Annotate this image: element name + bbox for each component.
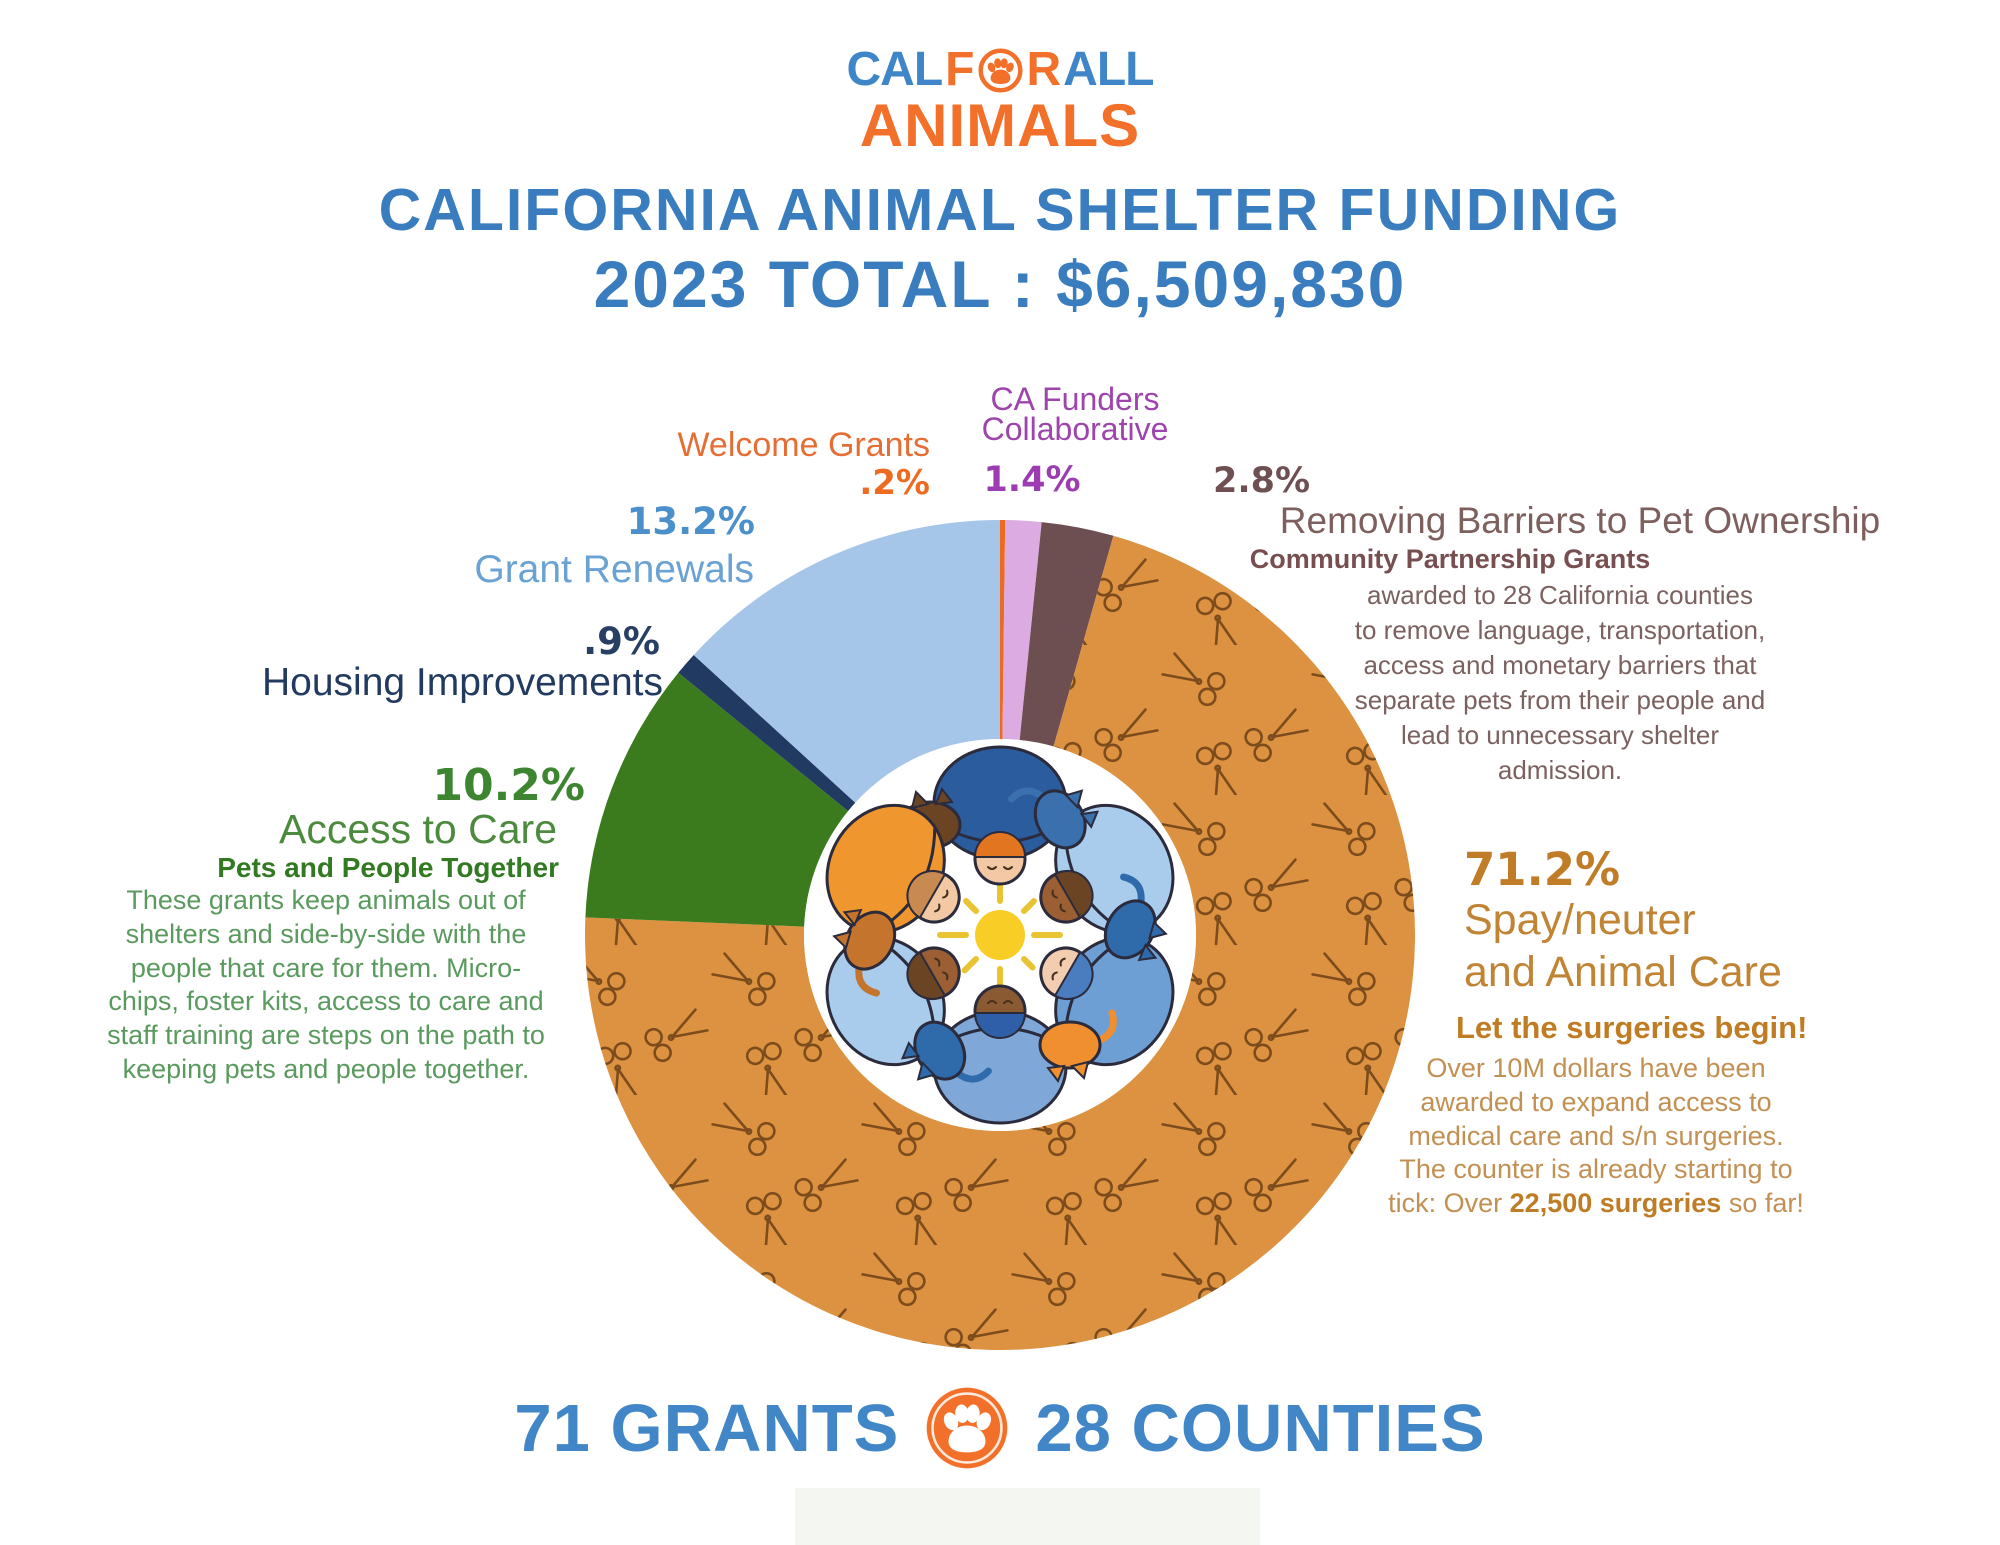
scissors-pattern-overlay	[585, 535, 1415, 1350]
access-label: Access to Care	[279, 806, 557, 852]
person-face	[1051, 957, 1066, 981]
pet-tail	[1094, 1009, 1117, 1045]
pet-ears	[1137, 920, 1168, 962]
person-face	[1051, 889, 1066, 913]
welcome-grants-label: Welcome Grants	[677, 426, 930, 464]
spay-subtitle: Let the surgeries begin!	[1456, 1010, 1808, 1045]
donut-chart	[585, 520, 1415, 1350]
logo-all: ALL	[1063, 43, 1154, 96]
person-face	[934, 957, 949, 981]
sun-icon	[975, 910, 1025, 960]
pet-body	[1033, 789, 1087, 850]
pet-body	[843, 910, 897, 971]
person-hair	[1053, 950, 1094, 1000]
ca-funders-pct: 1.4%	[983, 460, 1081, 500]
paw-in-circle-icon	[977, 47, 1023, 93]
access-body: These grants keep animals out of shelter…	[107, 885, 545, 1084]
pet-ears	[910, 786, 954, 810]
removing-body: awarded to 28 California counties to rem…	[1354, 580, 1766, 786]
person-face	[987, 866, 1013, 870]
person-hair	[906, 950, 947, 1000]
spay-body-post: so far!	[1721, 1188, 1804, 1218]
donut-slices	[585, 520, 1415, 1350]
pet-ears	[832, 908, 863, 950]
page-title: CALIFORNIA ANIMAL SHELTER FUNDING	[378, 177, 1622, 243]
logo: CAL F R ALL	[0, 46, 2000, 94]
removing-label: Removing Barriers to Pet Ownership	[1279, 500, 1881, 541]
total-line: 2023 TOTAL : $6,509,830	[593, 247, 1407, 321]
removing-pct: 2.8%	[1213, 461, 1311, 501]
logo-cal: CAL	[846, 43, 944, 96]
removing-subtitle: Community Partnership Grants	[1249, 544, 1651, 574]
slice-ca-funders-collaborative	[1002, 520, 1042, 740]
person-face	[934, 889, 949, 913]
person-with-pet-5	[825, 803, 961, 997]
grant-renewals-label: Grant Renewals	[474, 548, 754, 591]
spay-label-line1: Spay/neuter	[1464, 896, 1696, 944]
pet-body	[913, 1020, 967, 1081]
housing-pct: .9%	[583, 620, 660, 663]
people-and-pets-illustration	[825, 745, 1175, 1125]
pet-tail	[1120, 873, 1145, 907]
logo-animals: ANIMALS	[859, 92, 1141, 159]
spay-body-pre: Over 10M dollars have been awarded to ex…	[1388, 1053, 1793, 1218]
paw-print-icon	[927, 1387, 1008, 1469]
ca-funders-label: CA Funders Collaborative	[981, 381, 1169, 448]
housing-label: Housing Improvements	[261, 661, 663, 704]
pet-ears	[1064, 789, 1100, 829]
pet-tail	[855, 963, 880, 997]
welcome-grants-pct: .2%	[859, 463, 930, 503]
slice-grant-renewals	[693, 520, 1000, 803]
person-hair	[906, 870, 947, 920]
access-subtitle: Pets and People Together	[217, 852, 559, 883]
pet-tail	[1008, 787, 1047, 803]
person-hair	[1053, 870, 1094, 920]
slice-removing-barriers-to-pet-ownership	[1019, 522, 1114, 747]
pet-tail	[953, 1067, 992, 1083]
access-pct: 10.2%	[432, 760, 585, 811]
grant-renewals-pct: 13.2%	[626, 500, 755, 543]
footer-stats: 71 GRANTS 28 COUNTIES	[0, 1386, 2000, 1470]
slice-access-to-care	[585, 672, 849, 927]
counties-count: 28 COUNTIES	[1035, 1390, 1486, 1466]
pet-body	[1103, 899, 1157, 960]
grants-count: 71 GRANTS	[514, 1390, 900, 1466]
person-hair	[973, 1012, 1027, 1039]
pet-body	[1038, 1020, 1102, 1070]
footer-watermark-strip	[795, 1488, 1260, 1545]
pet-ears	[900, 1041, 936, 1081]
spay-body-bold: 22,500 surgeries	[1509, 1188, 1722, 1218]
spay-pct: 71.2%	[1464, 843, 1621, 896]
slice-welcome-grants	[1000, 520, 1006, 740]
slice-housing-improvements	[678, 654, 856, 812]
logo-for-f: F	[945, 43, 974, 96]
spay-label-line2: and Animal Care	[1464, 948, 1782, 996]
person-face	[987, 1000, 1013, 1004]
person-hair	[973, 831, 1027, 858]
spay-body: Over 10M dollars have been awarded to ex…	[1378, 1052, 1814, 1221]
logo-for-r: R	[1026, 43, 1062, 96]
pet-ears	[1046, 1060, 1090, 1084]
